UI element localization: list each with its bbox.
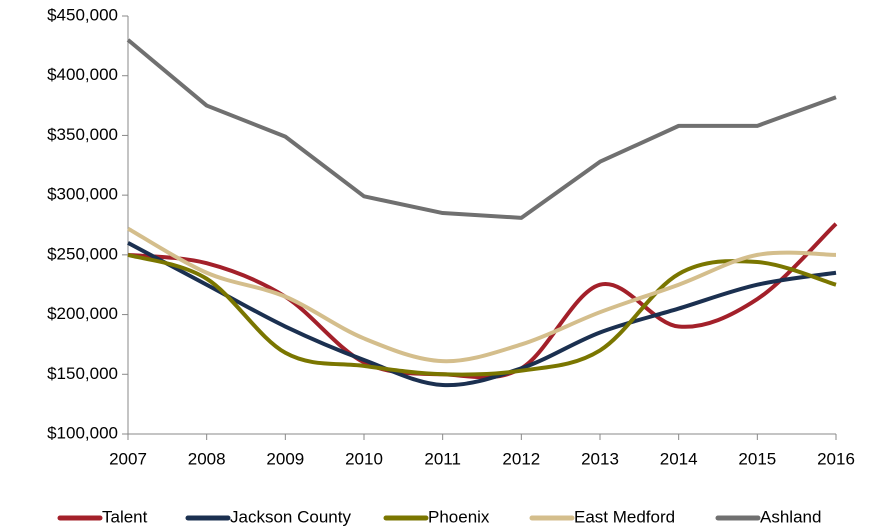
y-tick-label: $100,000 [47, 423, 118, 442]
y-tick-label: $250,000 [47, 244, 118, 263]
series-line [127, 226, 837, 364]
y-tick-label: $150,000 [47, 364, 118, 383]
x-tick-label: 2016 [817, 449, 855, 468]
x-tick-label: 2014 [660, 449, 698, 468]
y-tick-label: $450,000 [47, 5, 118, 24]
x-tick-label: 2008 [188, 449, 226, 468]
x-tick-label: 2010 [345, 449, 383, 468]
legend-label: East Medford [574, 507, 675, 526]
y-tick-label: $400,000 [47, 65, 118, 84]
y-tick-label: $200,000 [47, 304, 118, 323]
y-tick-label: $350,000 [47, 125, 118, 144]
series-line [126, 38, 837, 220]
legend-label: Ashland [760, 507, 821, 526]
legend-label: Talent [102, 507, 148, 526]
x-tick-label: 2012 [502, 449, 540, 468]
x-tick-label: 2015 [738, 449, 776, 468]
x-tick-label: 2013 [581, 449, 619, 468]
series-line [127, 252, 837, 377]
x-tick-label: 2007 [109, 449, 147, 468]
legend-label: Jackson County [230, 507, 351, 526]
x-tick-label: 2009 [266, 449, 304, 468]
x-tick-label: 2011 [424, 449, 461, 468]
y-tick-label: $300,000 [47, 185, 118, 204]
series-line [127, 241, 837, 388]
legend-label: Phoenix [428, 507, 490, 526]
